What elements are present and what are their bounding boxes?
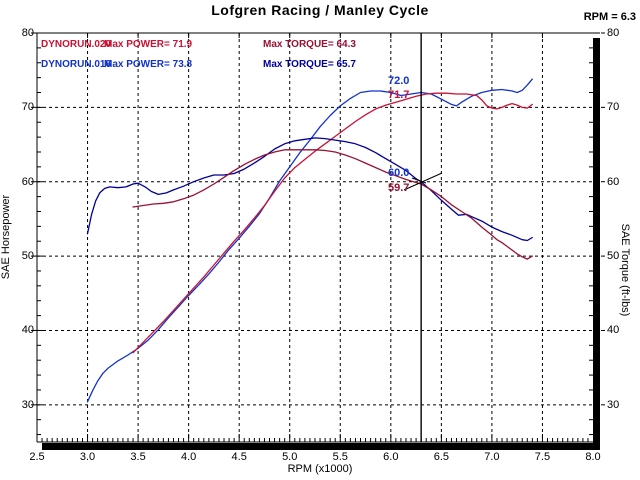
annotation-power-blue: 72.0 <box>388 75 410 87</box>
cursor-rpm-readout: RPM = 6.3 <box>583 11 636 23</box>
y-right-tick-label: 70 <box>607 101 620 114</box>
x-tick-label: 2.5 <box>29 451 45 463</box>
y-left-tick-label: 70 <box>21 101 34 114</box>
annotation-pointer <box>411 177 427 184</box>
y-left-tick-label: 80 <box>21 27 34 39</box>
x-tick-label: 6.0 <box>383 451 399 463</box>
x-axis-title: RPM (x1000) <box>287 463 353 475</box>
y-left-tick-label: 50 <box>21 250 34 263</box>
y-left-tick-label: 60 <box>21 175 34 188</box>
x-tick-label: 7.5 <box>534 451 551 463</box>
curve-dynorun-020-torque <box>132 149 533 260</box>
y-left-axis-title: SAE Horsepower <box>0 194 12 280</box>
bottom-shadow-bar <box>42 443 600 450</box>
annotation-power-red: 71.7 <box>388 89 410 101</box>
curve-dynorun-020-power <box>132 92 533 354</box>
right-shadow-bar <box>593 38 600 450</box>
curve-dynorun-016-power <box>86 78 533 403</box>
y-left-tick-label: 40 <box>21 324 34 337</box>
y-right-tick-label: 40 <box>607 324 620 337</box>
x-tick-label: 4.0 <box>180 451 197 463</box>
y-right-tick-label: 50 <box>607 250 620 263</box>
legend-run1-max-power: Max POWER= 71.9 <box>104 39 193 50</box>
x-tick-label: 6.5 <box>433 451 449 463</box>
y-right-tick-label: 30 <box>607 398 620 411</box>
annotation-torque-red: 59.7 <box>388 182 410 194</box>
y-right-tick-label: 80 <box>607 27 620 39</box>
legend-run2-max-power: Max POWER= 73.8 <box>104 59 193 70</box>
legend-run2-file: DYNORUN.016 <box>41 59 112 70</box>
x-tick-label: 7.0 <box>484 451 500 463</box>
y-right-tick-label: 60 <box>607 175 620 188</box>
page-title: Lofgren Racing / Manley Cycle <box>211 2 429 18</box>
y-left-tick-label: 30 <box>21 398 34 411</box>
x-tick-label: 3.5 <box>130 451 146 463</box>
legend-run1-max-torque: Max TORQUE= 64.3 <box>263 39 356 50</box>
annotation-torque-blue: 60.0 <box>388 167 410 179</box>
x-tick-label: 8.0 <box>585 451 601 463</box>
x-tick-label: 4.5 <box>231 451 247 463</box>
x-tick-label: 5.0 <box>282 451 298 463</box>
curve-dynorun-016-torque <box>86 137 533 242</box>
legend-run1-file: DYNORUN.020 <box>41 39 112 50</box>
y-right-axis-title: SAE Torque (ft-lbs) <box>619 223 631 317</box>
x-tick-label: 5.5 <box>332 451 348 463</box>
x-tick-label: 3.0 <box>79 451 96 463</box>
legend-run2-max-torque: Max TORQUE= 65.7 <box>263 59 356 70</box>
